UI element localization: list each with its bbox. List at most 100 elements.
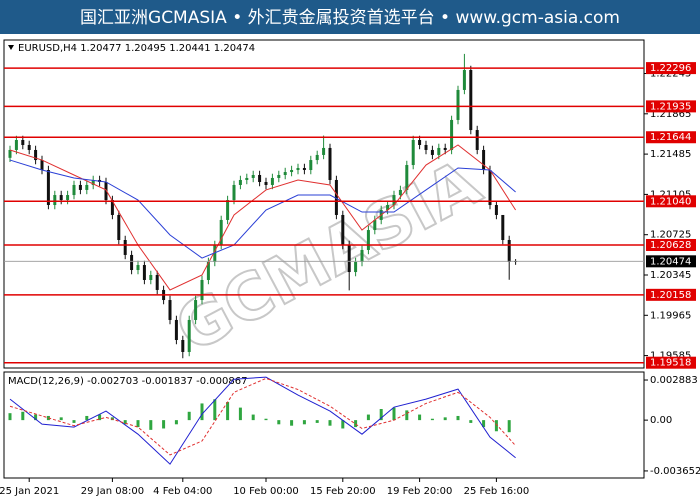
candle-body bbox=[450, 119, 454, 150]
candle-body bbox=[322, 147, 326, 155]
candle-body bbox=[366, 230, 370, 250]
candle-body bbox=[232, 184, 236, 201]
histogram-bar bbox=[85, 415, 89, 421]
histogram-bar bbox=[430, 418, 434, 421]
candle-body bbox=[334, 179, 338, 215]
candle-body bbox=[245, 177, 249, 180]
y-tick-label: 1.19965 bbox=[650, 310, 691, 321]
histogram-bar bbox=[277, 420, 281, 425]
moving-average bbox=[9, 144, 517, 291]
y-tick-label: 1.21865 bbox=[650, 109, 691, 120]
candle-body bbox=[213, 244, 217, 262]
candle-body bbox=[258, 174, 262, 182]
candle-body bbox=[46, 170, 50, 206]
histogram-bar bbox=[8, 413, 12, 421]
y-tick-label: 0.00 bbox=[650, 415, 672, 426]
candle-body bbox=[507, 240, 511, 262]
candle-body bbox=[53, 195, 57, 206]
candle-body bbox=[91, 179, 95, 185]
histogram-bar bbox=[21, 411, 25, 421]
candle-body bbox=[34, 149, 38, 161]
histogram-bar bbox=[469, 420, 473, 423]
candle-body bbox=[373, 219, 377, 231]
candle-body bbox=[78, 184, 82, 190]
histogram-bar bbox=[418, 414, 422, 421]
histogram-bar bbox=[302, 420, 306, 425]
macd-title: MACD(12,26,9) -0.002703 -0.001837 -0.000… bbox=[8, 376, 247, 387]
candle-body bbox=[72, 184, 76, 196]
candle-body bbox=[296, 167, 300, 171]
candle-body bbox=[277, 174, 281, 178]
histogram-bar bbox=[72, 420, 76, 423]
level-box bbox=[646, 131, 696, 144]
candle-body bbox=[14, 140, 18, 150]
candle-body bbox=[66, 195, 70, 201]
candle-body bbox=[341, 214, 345, 245]
histogram-bar bbox=[507, 420, 511, 433]
candle-body bbox=[424, 144, 428, 150]
histogram-bar bbox=[366, 414, 370, 421]
candle-body bbox=[469, 70, 473, 131]
x-tick-label: 10 Feb 00:00 bbox=[233, 486, 299, 497]
candle-body bbox=[59, 195, 63, 201]
candle-body bbox=[130, 254, 134, 271]
level-label: 1.22296 bbox=[650, 63, 691, 74]
level-label: 1.21644 bbox=[650, 132, 691, 143]
candle-body bbox=[392, 195, 396, 206]
level-box bbox=[646, 100, 696, 113]
level-label: 1.20158 bbox=[650, 290, 691, 301]
x-tick-label: 29 Jan 08:00 bbox=[81, 486, 144, 497]
candle-body bbox=[430, 149, 434, 155]
candle-body bbox=[443, 147, 447, 150]
candle-body bbox=[174, 319, 178, 341]
x-tick-label: 4 Feb 04:00 bbox=[153, 486, 212, 497]
main-line bbox=[9, 376, 516, 465]
moving-average bbox=[9, 159, 516, 259]
histogram-bar bbox=[341, 420, 345, 429]
candle-body bbox=[110, 200, 114, 215]
candle-body bbox=[501, 214, 505, 241]
candle-body bbox=[238, 179, 242, 185]
y-tick-label: 1.19585 bbox=[650, 351, 691, 362]
current-price-box bbox=[646, 255, 696, 268]
candle-body bbox=[437, 147, 441, 155]
x-tick-label: 19 Feb 20:00 bbox=[387, 486, 453, 497]
x-tick-label: 15 Feb 20:00 bbox=[310, 486, 376, 497]
y-tick-label: 1.21485 bbox=[650, 149, 691, 160]
histogram-bar bbox=[443, 417, 447, 421]
banner-bg bbox=[0, 0, 700, 34]
candle-body bbox=[482, 149, 486, 171]
candle-body bbox=[40, 160, 44, 171]
histogram-bar bbox=[328, 420, 332, 426]
candle-body bbox=[347, 244, 351, 273]
candle-body bbox=[219, 219, 223, 245]
candle-body bbox=[264, 181, 268, 185]
candle-body bbox=[290, 170, 294, 173]
histogram-bar bbox=[59, 417, 63, 421]
histogram-bar bbox=[174, 420, 178, 425]
histogram-bar bbox=[379, 409, 383, 421]
candle-body bbox=[405, 165, 409, 190]
histogram-bar bbox=[149, 420, 153, 430]
candle-body bbox=[386, 205, 390, 210]
candle-body bbox=[187, 319, 191, 352]
candle-body bbox=[149, 274, 153, 280]
candle-body bbox=[226, 200, 230, 220]
histogram-bar bbox=[187, 411, 191, 421]
level-box bbox=[646, 356, 696, 369]
candle-body bbox=[21, 140, 25, 145]
x-tick-label: 25 Feb 16:00 bbox=[464, 486, 530, 497]
histogram-bar bbox=[136, 420, 140, 428]
candle-body bbox=[85, 184, 89, 190]
level-box bbox=[646, 288, 696, 301]
histogram-bar bbox=[213, 399, 217, 421]
histogram-bar bbox=[315, 420, 319, 423]
level-box bbox=[646, 195, 696, 208]
level-label: 1.21935 bbox=[650, 101, 691, 112]
histogram-bar bbox=[354, 420, 358, 428]
candle-body bbox=[206, 261, 210, 280]
candle-body bbox=[328, 147, 332, 180]
y-tick-label: -0.003652 bbox=[650, 466, 700, 477]
y-tick-label: 1.21105 bbox=[650, 189, 691, 200]
histogram-bar bbox=[482, 420, 486, 428]
